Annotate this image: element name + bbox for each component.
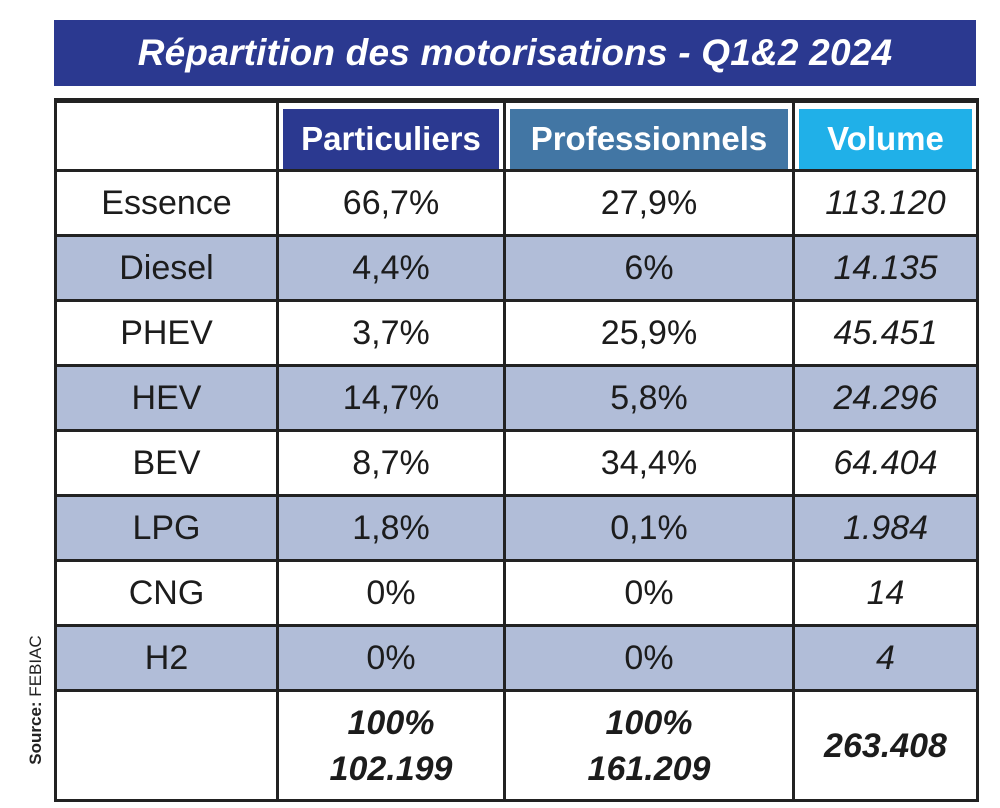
table-row-essence: Essence 66,7% 27,9% 113.120 <box>54 169 979 237</box>
row-label: PHEV <box>54 299 279 367</box>
header-professionnels: Professionnels <box>510 109 788 169</box>
total-label-empty <box>54 689 279 802</box>
table-row-diesel: Diesel 4,4% 6% 14.135 <box>54 234 979 302</box>
particuliers-value: 0% <box>276 559 506 627</box>
particuliers-value: 8,7% <box>276 429 506 497</box>
particuliers-value: 4,4% <box>276 234 506 302</box>
table-row-cng: CNG 0% 0% 14 <box>54 559 979 627</box>
particuliers-value: 66,7% <box>276 169 506 237</box>
total-particuliers: 100% 102.199 <box>276 689 506 802</box>
volume-value: 64.404 <box>792 429 979 497</box>
total-particuliers-pct: 100% <box>347 703 435 742</box>
volume-value: 45.451 <box>792 299 979 367</box>
table-row-hev: HEV 14,7% 5,8% 24.296 <box>54 364 979 432</box>
row-label: Essence <box>54 169 279 237</box>
professionnels-value: 0% <box>503 559 795 627</box>
particuliers-value: 14,7% <box>276 364 506 432</box>
volume-value: 4 <box>792 624 979 692</box>
table-row-total: 100% 102.199 100% 161.209 263.408 <box>54 689 979 802</box>
row-label: HEV <box>54 364 279 432</box>
header-volume-cell: Volume <box>792 98 979 172</box>
header-particuliers-cell: Particuliers <box>276 98 506 172</box>
table-row-h2: H2 0% 0% 4 <box>54 624 979 692</box>
particuliers-value: 1,8% <box>276 494 506 562</box>
source-label: Source: FEBIAC <box>26 635 46 764</box>
volume-value: 14 <box>792 559 979 627</box>
total-professionnels: 100% 161.209 <box>503 689 795 802</box>
header-empty-cell <box>54 98 279 172</box>
title-banner: Répartition des motorisations - Q1&2 202… <box>54 20 976 86</box>
volume-value: 1.984 <box>792 494 979 562</box>
source-name: FEBIAC <box>26 635 45 697</box>
header-row: Particuliers Professionnels Volume <box>54 98 979 172</box>
professionnels-value: 5,8% <box>503 364 795 432</box>
source-prefix: Source: <box>26 701 45 765</box>
volume-value: 113.120 <box>792 169 979 237</box>
particuliers-value: 3,7% <box>276 299 506 367</box>
professionnels-value: 25,9% <box>503 299 795 367</box>
professionnels-value: 27,9% <box>503 169 795 237</box>
header-professionnels-cell: Professionnels <box>503 98 795 172</box>
row-label: Diesel <box>54 234 279 302</box>
total-volume: 263.408 <box>792 689 979 802</box>
table-row-phev: PHEV 3,7% 25,9% 45.451 <box>54 299 979 367</box>
volume-value: 14.135 <box>792 234 979 302</box>
total-professionnels-count: 161.209 <box>587 749 711 788</box>
particuliers-value: 0% <box>276 624 506 692</box>
header-particuliers: Particuliers <box>283 109 499 169</box>
header-volume: Volume <box>799 109 972 169</box>
row-label: H2 <box>54 624 279 692</box>
professionnels-value: 0% <box>503 624 795 692</box>
professionnels-value: 6% <box>503 234 795 302</box>
total-professionnels-pct: 100% <box>605 703 693 742</box>
row-label: LPG <box>54 494 279 562</box>
professionnels-value: 34,4% <box>503 429 795 497</box>
motorisation-table: Particuliers Professionnels Volume Essen… <box>54 98 979 802</box>
volume-value: 24.296 <box>792 364 979 432</box>
page-title: Répartition des motorisations - Q1&2 202… <box>137 32 893 73</box>
table-row-lpg: LPG 1,8% 0,1% 1.984 <box>54 494 979 562</box>
row-label: CNG <box>54 559 279 627</box>
professionnels-value: 0,1% <box>503 494 795 562</box>
row-label: BEV <box>54 429 279 497</box>
total-particuliers-count: 102.199 <box>329 749 453 788</box>
table-row-bev: BEV 8,7% 34,4% 64.404 <box>54 429 979 497</box>
